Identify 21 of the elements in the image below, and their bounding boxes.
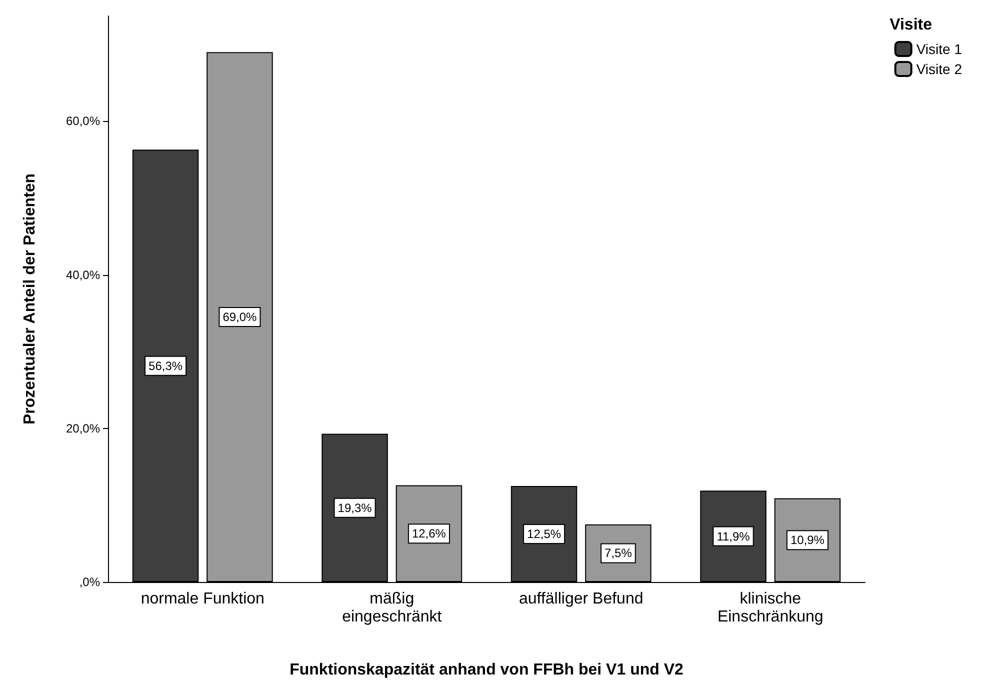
legend-title: Visite xyxy=(890,16,932,34)
x-tick-label: mäßig eingeschränkt xyxy=(342,590,442,626)
data-label: 11,9% xyxy=(716,529,750,544)
y-tick-label: ,0% xyxy=(79,575,100,589)
data-label: 69,0% xyxy=(222,310,258,324)
x-tick-label: auffälliger Befund xyxy=(519,590,644,608)
data-label: 12,6% xyxy=(412,526,446,541)
y-axis-title: Prozentualer Anteil der Patienten xyxy=(22,173,38,425)
legend-label: Visite 1 xyxy=(916,41,962,57)
data-label: 10,9% xyxy=(790,533,825,548)
data-label: 7,5% xyxy=(604,546,632,560)
x-tick-label: klinische Einschränkung xyxy=(717,590,824,626)
data-label: 19,3% xyxy=(338,500,372,515)
data-label: 56,3% xyxy=(148,358,183,373)
legend-label: Visite 2 xyxy=(916,61,962,77)
y-tick-label: 40,0% xyxy=(66,268,100,282)
y-tick-label: 60,0% xyxy=(66,114,100,128)
x-axis-title: Funktionskapazität anhand von FFBh bei V1 und V2 xyxy=(290,662,684,678)
data-label: 12,5% xyxy=(527,527,562,541)
x-tick-label: normale Funktion xyxy=(140,590,264,608)
y-tick-label: 20,0% xyxy=(66,421,100,436)
